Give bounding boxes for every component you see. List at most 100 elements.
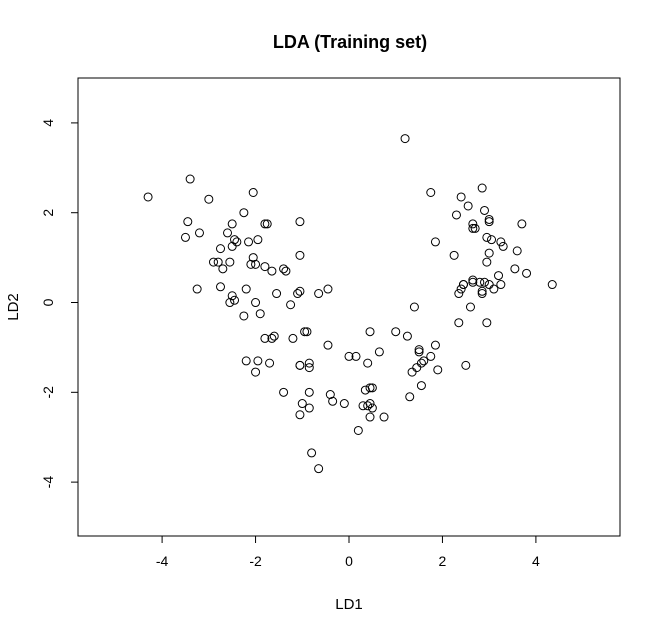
- data-point: [487, 235, 497, 245]
- data-point: [430, 340, 440, 350]
- data-point: [295, 360, 305, 370]
- data-point: [304, 403, 314, 413]
- data-point: [458, 280, 468, 290]
- data-point: [407, 367, 417, 377]
- data-point: [262, 219, 272, 229]
- data-point: [484, 214, 494, 224]
- data-point: [304, 363, 314, 373]
- data-point: [232, 237, 242, 247]
- data-point: [325, 390, 335, 400]
- data-point: [344, 351, 354, 361]
- data-point: [323, 284, 333, 294]
- y-tick-label: 4: [40, 119, 56, 127]
- data-point: [183, 217, 193, 227]
- data-point: [192, 284, 202, 294]
- data-point: [307, 448, 317, 458]
- data-point: [295, 410, 305, 420]
- data-point: [253, 235, 263, 245]
- data-point: [402, 331, 412, 341]
- data-point: [412, 363, 422, 373]
- data-point: [239, 208, 249, 218]
- data-point: [456, 284, 466, 294]
- data-point: [363, 358, 373, 368]
- data-point: [484, 280, 494, 290]
- data-point: [461, 360, 471, 370]
- data-point: [400, 134, 410, 144]
- data-point: [468, 223, 478, 233]
- data-point: [414, 347, 424, 357]
- data-point: [365, 327, 375, 337]
- data-point: [230, 295, 240, 305]
- data-point: [244, 237, 254, 247]
- data-point: [223, 228, 233, 238]
- data-point: [260, 219, 270, 229]
- data-point: [477, 286, 487, 296]
- data-point: [297, 399, 307, 409]
- data-point: [510, 264, 520, 274]
- data-point: [293, 289, 303, 299]
- data-point: [227, 241, 237, 251]
- data-point: [414, 345, 424, 355]
- data-point: [143, 192, 153, 202]
- data-point: [489, 284, 499, 294]
- data-point: [246, 259, 256, 269]
- data-point: [255, 309, 265, 319]
- data-point: [456, 192, 466, 202]
- data-point: [496, 280, 506, 290]
- y-tick-label: 2: [40, 209, 56, 217]
- data-point: [185, 174, 195, 184]
- data-point: [300, 327, 310, 337]
- x-tick-label: 4: [532, 553, 540, 569]
- chart-title: LDA (Training set): [273, 32, 427, 52]
- data-point: [480, 277, 489, 287]
- data-point: [484, 217, 494, 227]
- data-point: [480, 205, 489, 215]
- plot-frame: [77, 77, 621, 537]
- data-point: [180, 232, 190, 242]
- data-point: [267, 266, 277, 276]
- data-point: [360, 385, 370, 395]
- y-tick-label: -4: [40, 476, 56, 489]
- data-point: [323, 340, 333, 350]
- data-point: [484, 248, 494, 258]
- data-point: [470, 223, 480, 233]
- data-point: [496, 237, 506, 247]
- data-point: [314, 289, 324, 299]
- data-point: [477, 183, 487, 193]
- data-point: [494, 271, 504, 281]
- data-point: [216, 244, 226, 254]
- data-point: [498, 241, 508, 251]
- data-point: [225, 257, 235, 267]
- data-point: [367, 403, 377, 413]
- data-point: [260, 262, 270, 272]
- data-point: [225, 298, 235, 308]
- data-point: [482, 257, 492, 267]
- data-point: [365, 412, 375, 422]
- data-point: [281, 266, 291, 276]
- data-point: [272, 289, 282, 299]
- y-axis-label: LD2: [5, 293, 22, 321]
- y-tick-label: -2: [40, 386, 56, 399]
- data-point: [363, 401, 373, 411]
- data-point: [468, 277, 478, 287]
- data-point: [409, 302, 419, 312]
- data-point: [468, 219, 478, 229]
- data-point: [454, 318, 464, 328]
- data-point: [279, 387, 289, 397]
- data-point: [477, 289, 487, 299]
- data-point: [218, 264, 228, 274]
- data-point: [379, 412, 389, 422]
- data-point: [269, 331, 279, 341]
- x-tick-label: -4: [156, 553, 169, 569]
- data-point: [482, 318, 492, 328]
- data-point: [454, 289, 464, 299]
- data-point: [426, 188, 436, 197]
- data-point: [295, 286, 305, 296]
- data-point: [465, 302, 475, 312]
- x-tick-label: -2: [249, 553, 262, 569]
- y-axis: -4 -2 0 2 4: [40, 119, 78, 489]
- data-point: [241, 356, 251, 366]
- y-tick-label: 0: [40, 298, 56, 306]
